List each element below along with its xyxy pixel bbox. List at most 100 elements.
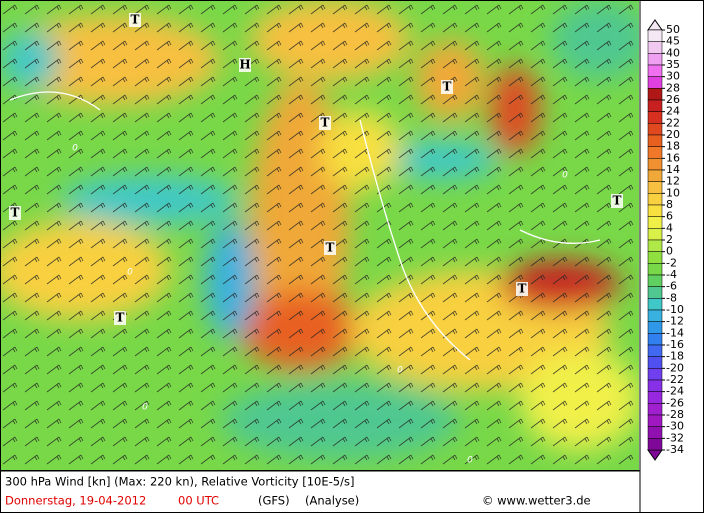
pressure-label: T bbox=[443, 80, 452, 94]
caption-title: 300 hPa Wind [kn] (Max: 220 kn), Relativ… bbox=[5, 475, 354, 489]
colorbar-label: -14 bbox=[666, 326, 684, 339]
colorbar-band bbox=[647, 356, 663, 369]
colorbar-label: 0 bbox=[666, 245, 673, 258]
colorbar-band bbox=[647, 344, 663, 357]
colorbar-label: -8 bbox=[666, 291, 677, 304]
colorbar-label: -18 bbox=[666, 350, 684, 363]
colorbar-label: 6 bbox=[666, 210, 673, 223]
colorbar-label: 12 bbox=[666, 175, 680, 188]
pressure-label: T bbox=[116, 311, 125, 325]
colorbar-label: -12 bbox=[666, 315, 684, 328]
colorbar-band bbox=[647, 158, 663, 171]
colorbar-label: 16 bbox=[666, 151, 680, 164]
colorbar-band bbox=[647, 368, 663, 381]
colorbar-label: -24 bbox=[666, 385, 684, 398]
pressure-label: T bbox=[131, 13, 140, 27]
colorbar-label: -10 bbox=[666, 303, 684, 316]
colorbar-band bbox=[647, 333, 663, 346]
label-box bbox=[611, 194, 623, 208]
label-box bbox=[516, 282, 528, 296]
colorbar-band bbox=[647, 391, 663, 404]
contour-label: 0 bbox=[127, 268, 133, 278]
colorbar-band bbox=[647, 64, 663, 77]
map bbox=[1, 1, 639, 470]
colorbar-band bbox=[647, 181, 663, 194]
colorbar-band bbox=[647, 134, 663, 147]
label-box bbox=[239, 58, 251, 72]
colorbar-label: -2 bbox=[666, 256, 677, 269]
label-box bbox=[441, 80, 453, 94]
contour-label: 0 bbox=[142, 403, 148, 413]
colorbar-band bbox=[647, 438, 663, 451]
colorbar-label: 4 bbox=[666, 221, 673, 234]
pressure-label: T bbox=[326, 241, 335, 255]
colorbar-label: 14 bbox=[666, 163, 680, 176]
pressure-label: T bbox=[518, 282, 527, 296]
label-box bbox=[114, 311, 126, 325]
caption-credit: © www.wetter3.de bbox=[482, 494, 591, 508]
pressure-label: H bbox=[239, 58, 250, 72]
colorbar-band bbox=[647, 379, 663, 392]
colorbar-label: 10 bbox=[666, 186, 680, 199]
colorbar-band bbox=[647, 41, 663, 54]
pressure-label: T bbox=[321, 116, 330, 130]
colorbar-label: 45 bbox=[666, 35, 680, 48]
caption-run: (Analyse) bbox=[305, 494, 359, 508]
contour-label: 0 bbox=[562, 171, 568, 181]
colorbar-band bbox=[647, 53, 663, 66]
colorbar-label: -30 bbox=[666, 420, 684, 433]
colorbar-label: -32 bbox=[666, 431, 684, 444]
colorbar-label: 40 bbox=[666, 46, 680, 59]
colorbar-label: -4 bbox=[666, 268, 677, 281]
contour-label: 0 bbox=[72, 144, 78, 154]
colorbar-band bbox=[647, 88, 663, 101]
colorbar-band bbox=[647, 298, 663, 311]
contour-label: 0 bbox=[397, 366, 403, 376]
colorbar-label: -20 bbox=[666, 361, 684, 374]
colorbar-label: -26 bbox=[666, 396, 684, 409]
caption-time: 00 UTC bbox=[178, 494, 219, 508]
colorbar-label: 24 bbox=[666, 105, 680, 118]
colorbar-band bbox=[647, 123, 663, 136]
colorbar-band bbox=[647, 321, 663, 334]
label-box bbox=[319, 116, 331, 130]
colorbar-band bbox=[647, 216, 663, 229]
colorbar-label: 2 bbox=[666, 233, 673, 246]
colorbar-label: -22 bbox=[666, 373, 684, 386]
colorbar-label: 22 bbox=[666, 116, 680, 129]
colorbar-band bbox=[647, 111, 663, 124]
colorbar-band bbox=[647, 239, 663, 252]
colorbar-label: 20 bbox=[666, 128, 680, 141]
pressure-label: T bbox=[613, 194, 622, 208]
label-box bbox=[9, 206, 21, 220]
colorbar-label: 30 bbox=[666, 70, 680, 83]
colorbar-band bbox=[647, 228, 663, 241]
colorbar-band bbox=[647, 99, 663, 112]
colorbar-band bbox=[647, 309, 663, 322]
label-box bbox=[324, 241, 336, 255]
colorbar-label: -16 bbox=[666, 338, 684, 351]
colorbar-band bbox=[647, 286, 663, 299]
colorbar-band bbox=[647, 204, 663, 217]
colorbar-label: 35 bbox=[666, 58, 680, 71]
colorbar-label: -34 bbox=[666, 443, 684, 456]
colorbar-label: -6 bbox=[666, 280, 677, 293]
colorbar-label: 8 bbox=[666, 198, 673, 211]
colorbar-band bbox=[647, 274, 663, 287]
colorbar-label: 18 bbox=[666, 140, 680, 153]
caption-model: (GFS) bbox=[258, 494, 290, 508]
colorbar-band bbox=[647, 414, 663, 427]
colorbar-band bbox=[647, 169, 663, 182]
colorbar-label: 50 bbox=[666, 23, 680, 36]
colorbar-band bbox=[647, 263, 663, 276]
colorbar-label: -28 bbox=[666, 408, 684, 421]
colorbar-band bbox=[647, 193, 663, 206]
label-box bbox=[129, 13, 141, 27]
caption-date: Donnerstag, 19-04-2012 bbox=[5, 494, 146, 508]
colorbar-band bbox=[647, 29, 663, 42]
contour-label: 0 bbox=[467, 456, 473, 466]
pressure-label: T bbox=[11, 206, 20, 220]
colorbar-label: 26 bbox=[666, 93, 680, 106]
colorbar-band bbox=[647, 403, 663, 416]
